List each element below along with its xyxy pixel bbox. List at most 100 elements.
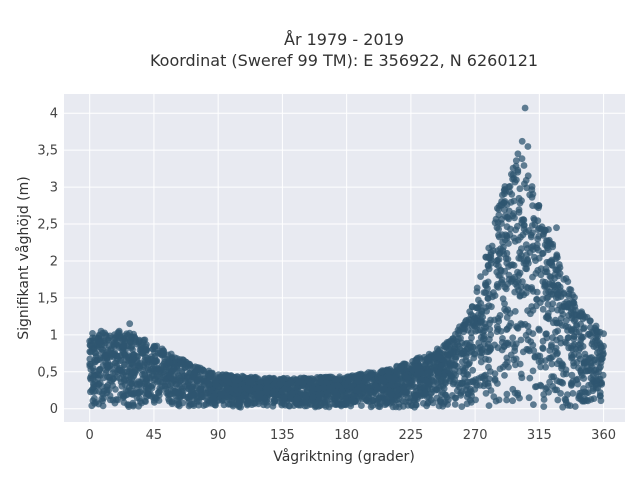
data-point [96, 338, 104, 346]
data-point [437, 396, 444, 404]
data-point [131, 369, 139, 377]
data-point [520, 222, 528, 229]
data-point [586, 332, 594, 339]
data-point [561, 395, 569, 403]
data-point [378, 375, 385, 383]
data-point [558, 364, 565, 372]
data-point [570, 317, 578, 325]
data-point [576, 312, 584, 320]
data-point [522, 265, 529, 272]
data-point [252, 395, 259, 403]
data-point [504, 255, 512, 263]
data-point [229, 373, 237, 381]
data-point [553, 251, 561, 259]
data-point [592, 381, 599, 389]
data-point [532, 383, 539, 391]
data-point [447, 359, 455, 367]
data-point [514, 166, 522, 174]
data-point [476, 382, 484, 389]
data-point [88, 387, 96, 394]
data-point [331, 400, 339, 408]
data-point [509, 397, 516, 405]
data-point [150, 376, 158, 384]
data-point [111, 370, 119, 378]
x-tick-label: 270 [463, 428, 488, 443]
data-point [512, 361, 519, 369]
data-point [117, 352, 125, 359]
data-point [570, 335, 578, 343]
data-point [171, 354, 179, 362]
data-point [577, 395, 585, 403]
data-point [512, 157, 520, 165]
data-point [583, 313, 591, 321]
data-point [562, 317, 570, 324]
data-point [497, 266, 504, 274]
data-point [520, 216, 528, 224]
data-point [506, 231, 514, 239]
data-point [568, 353, 576, 361]
data-point [570, 359, 577, 367]
data-point [157, 378, 164, 386]
data-point [497, 328, 505, 335]
data-point [571, 403, 579, 410]
data-point [270, 396, 278, 404]
data-point [289, 390, 296, 397]
data-point [517, 370, 525, 378]
data-point [511, 273, 519, 281]
data-point [392, 403, 400, 411]
data-point [458, 388, 466, 395]
data-point [461, 325, 468, 333]
data-point [89, 330, 96, 337]
data-point [521, 104, 529, 112]
data-point [553, 336, 560, 344]
data-point [106, 396, 114, 404]
data-point [478, 373, 485, 381]
data-point [122, 356, 130, 363]
data-point [187, 385, 195, 393]
data-point [177, 360, 184, 368]
data-point [89, 364, 97, 372]
data-point [540, 391, 548, 398]
data-point [580, 385, 587, 392]
data-point [416, 389, 424, 396]
data-point [495, 271, 502, 279]
data-point [397, 363, 405, 371]
data-point [103, 362, 110, 370]
data-point [99, 402, 107, 410]
data-point [458, 380, 466, 388]
data-point [172, 367, 180, 375]
data-point [535, 204, 542, 212]
data-point [553, 224, 560, 232]
data-point [512, 280, 519, 288]
data-point [354, 378, 362, 385]
y-tick-label: 2,5 [37, 218, 58, 233]
data-point [117, 340, 125, 347]
data-point [505, 215, 513, 223]
data-point [112, 386, 119, 393]
y-tick-label: 2 [50, 254, 58, 269]
data-point [501, 300, 508, 308]
data-point [600, 330, 607, 338]
data-point [263, 388, 271, 396]
data-point [523, 184, 531, 192]
data-point [115, 334, 123, 342]
data-point [510, 356, 518, 364]
data-point [428, 369, 436, 376]
data-point [482, 269, 489, 276]
data-point [166, 373, 174, 381]
x-tick-labels: 0 45 90 135 180 225 270 315 360 [86, 428, 616, 443]
data-point [193, 377, 200, 384]
data-point [487, 387, 495, 394]
data-point [540, 396, 548, 403]
data-point [565, 300, 573, 308]
data-point [515, 254, 523, 262]
data-point [263, 379, 270, 386]
data-point [524, 172, 532, 180]
data-point [491, 377, 499, 384]
data-point [553, 377, 561, 385]
data-point [202, 390, 210, 397]
data-point [130, 351, 138, 358]
data-point [591, 356, 598, 364]
data-point [156, 385, 164, 392]
data-point [224, 377, 232, 385]
